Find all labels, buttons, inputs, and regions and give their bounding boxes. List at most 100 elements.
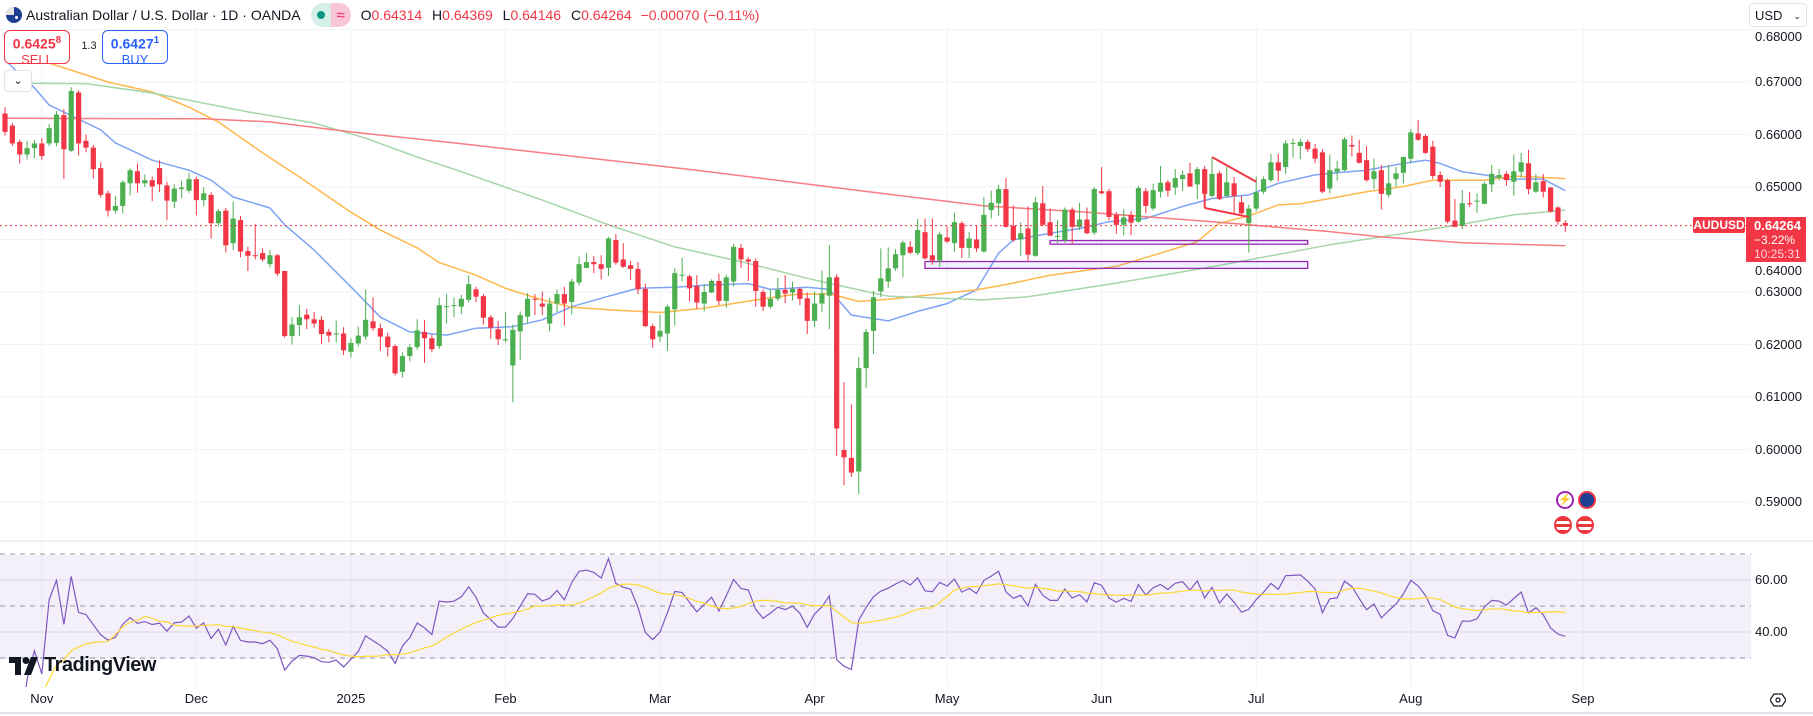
candle-body xyxy=(127,170,133,184)
candle xyxy=(1032,196,1038,257)
candle-body xyxy=(1224,182,1230,196)
candle xyxy=(1047,208,1053,236)
candle-body xyxy=(1076,219,1083,227)
candle-body xyxy=(1540,181,1546,192)
candle xyxy=(650,323,656,348)
candle xyxy=(944,226,950,244)
candle xyxy=(488,315,494,339)
candle xyxy=(576,256,582,286)
currency-selector[interactable]: USD ⌄ xyxy=(1749,3,1807,27)
candle-body xyxy=(1128,214,1134,223)
candle xyxy=(480,294,486,325)
bar-countdown: 10:25:31 xyxy=(1754,247,1801,261)
approx-wave-icon[interactable]: ≈ xyxy=(330,3,351,27)
price-tick: 0.68000 xyxy=(1755,29,1802,44)
candle-body xyxy=(1143,191,1149,206)
candle xyxy=(436,297,442,350)
candle xyxy=(385,332,391,357)
candle-body xyxy=(1452,220,1458,227)
collapse-legend-button[interactable]: ⌄ xyxy=(4,70,32,92)
us-event-icon[interactable] xyxy=(1576,516,1594,534)
price-tick: 0.63000 xyxy=(1755,284,1802,299)
us-event-icon[interactable] xyxy=(1554,516,1572,534)
tradingview-logo-text: TradingView xyxy=(44,654,156,676)
candle xyxy=(215,209,222,227)
candle-body xyxy=(24,148,30,155)
candle xyxy=(966,232,972,258)
candle-body xyxy=(1157,182,1164,192)
candle xyxy=(1378,164,1384,210)
australia-event-icon[interactable] xyxy=(1578,491,1596,509)
candle xyxy=(812,291,818,328)
candle xyxy=(237,215,244,258)
candle-body xyxy=(1010,225,1016,241)
chart-settings-icon[interactable] xyxy=(1770,692,1786,708)
candle-body xyxy=(745,259,751,262)
buy-button[interactable]: 0.64271 BUY xyxy=(102,30,168,67)
candle-body xyxy=(311,319,317,324)
candle xyxy=(429,334,435,353)
candle-body xyxy=(289,324,295,337)
candle-body xyxy=(1319,152,1326,192)
candle-body xyxy=(1150,190,1156,209)
candle xyxy=(1010,205,1016,243)
candle-body xyxy=(466,284,472,300)
candle xyxy=(1297,138,1303,160)
candle-body xyxy=(826,277,832,296)
candle-body xyxy=(473,289,479,297)
market-open-icon[interactable] xyxy=(310,3,331,27)
candle-body xyxy=(1194,169,1200,185)
candle-body xyxy=(1209,173,1215,196)
tradingview-logo[interactable]: TradingView xyxy=(9,654,156,677)
candle xyxy=(1143,188,1149,214)
candle xyxy=(996,184,1002,216)
candle xyxy=(1260,176,1267,195)
candle-body xyxy=(1231,183,1237,196)
candle xyxy=(1349,135,1355,157)
candle-body xyxy=(1275,162,1281,171)
candle-body xyxy=(164,185,170,201)
candle-body xyxy=(856,368,862,472)
candle-body xyxy=(230,218,236,244)
candle xyxy=(245,246,251,271)
candle xyxy=(628,261,634,280)
candle-body xyxy=(407,347,413,357)
candle xyxy=(1459,190,1465,229)
candle xyxy=(164,181,170,221)
symbol-title[interactable]: Australian Dollar / U.S. Dollar · 1D · O… xyxy=(26,7,301,23)
candle xyxy=(156,160,163,193)
candle xyxy=(76,90,82,156)
candle-body xyxy=(112,205,118,211)
candle xyxy=(370,297,376,331)
candle xyxy=(473,286,479,302)
candle xyxy=(399,352,406,378)
time-tick: Jun xyxy=(1091,691,1113,706)
candle-body xyxy=(1356,152,1362,163)
candle xyxy=(1430,140,1436,180)
candle-body xyxy=(1260,179,1267,192)
candle-body xyxy=(1503,173,1510,181)
candle-body xyxy=(524,298,531,317)
candle-body xyxy=(333,333,339,335)
candle-body xyxy=(83,140,89,148)
candle-body xyxy=(215,211,222,224)
candle xyxy=(105,190,111,217)
sell-button[interactable]: 0.64258 SELL xyxy=(4,30,70,67)
candle xyxy=(1062,207,1068,243)
candle xyxy=(1305,139,1311,152)
candle xyxy=(782,275,788,304)
lightning-event-icon[interactable]: ⚡ xyxy=(1556,491,1574,509)
candle xyxy=(1025,206,1031,262)
candle xyxy=(841,382,847,486)
candle-body xyxy=(1047,222,1053,236)
candle-body xyxy=(723,277,729,301)
candle xyxy=(1467,192,1473,207)
candle xyxy=(230,201,236,250)
candle-body xyxy=(1341,139,1348,171)
candle xyxy=(444,294,450,324)
candle-body xyxy=(1290,142,1296,144)
candle-body xyxy=(458,298,464,307)
candle xyxy=(1003,178,1009,228)
status-badges[interactable]: ≈ xyxy=(310,3,351,27)
